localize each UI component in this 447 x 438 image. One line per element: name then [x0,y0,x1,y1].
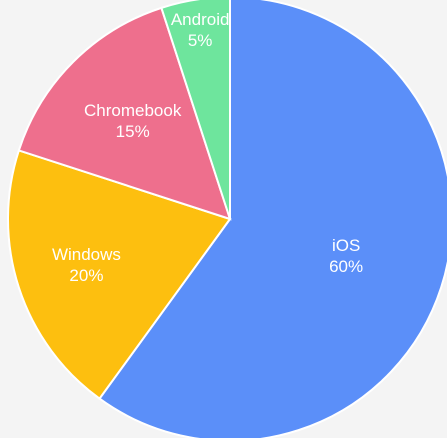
pie-slice [98,0,447,438]
slice-value-label: 5% [188,31,213,50]
slice-label: iOS [332,236,360,255]
pie-slice [17,6,232,221]
slice-label: Android [171,10,230,29]
pie-slice [160,0,231,220]
slice-label: Windows [52,245,121,264]
pie-slice [7,149,232,400]
slice-label: Chromebook [84,101,182,120]
slice-value-label: 20% [69,266,103,285]
slice-value-label: 60% [329,257,363,276]
slice-value-label: 15% [116,122,150,141]
